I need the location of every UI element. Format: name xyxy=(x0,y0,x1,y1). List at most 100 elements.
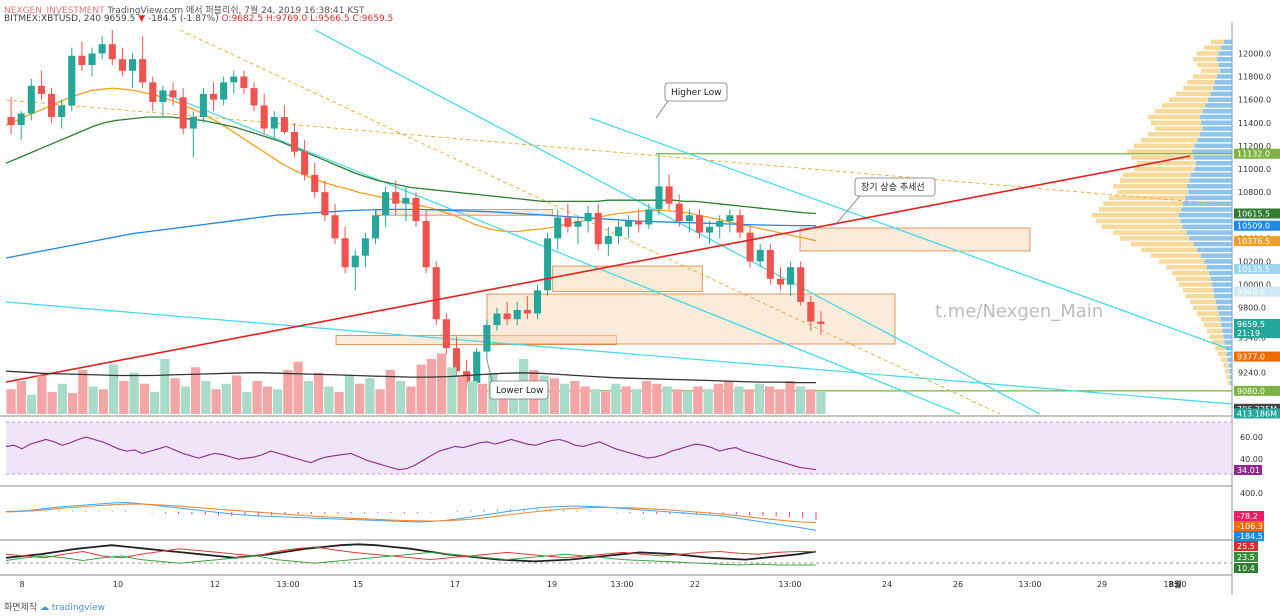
volume-bar xyxy=(232,375,242,414)
volume-profile-bar xyxy=(1150,120,1202,126)
volume-profile-bar xyxy=(1150,253,1202,258)
macd-line xyxy=(5,501,817,531)
volume-profile-bar xyxy=(1131,241,1194,247)
candle-body xyxy=(614,226,623,237)
price-label-badge xyxy=(1234,318,1280,329)
time-axis-tick: 29 xyxy=(1097,580,1107,589)
volume-profile-bar xyxy=(1192,305,1218,310)
volume-profile-bar xyxy=(1187,80,1215,85)
volume-bar xyxy=(765,386,775,414)
volume-bar xyxy=(180,386,190,414)
volume-profile-bar xyxy=(1220,316,1232,322)
volume-profile-bar xyxy=(1171,270,1210,276)
candle-body xyxy=(412,197,420,221)
volume-bar xyxy=(303,381,313,414)
volume-bar xyxy=(713,383,723,414)
volume-profile-bar xyxy=(1155,126,1203,131)
candle-body xyxy=(685,215,693,221)
candle-body xyxy=(209,93,218,100)
price-label-badge xyxy=(1234,208,1280,219)
time-axis-tick: 24 xyxy=(882,580,892,589)
price-label-badge xyxy=(1234,236,1280,247)
candle-body xyxy=(68,55,76,106)
candle-body xyxy=(716,221,724,227)
candle-body xyxy=(98,44,106,54)
long-term-trendline xyxy=(5,155,1191,383)
candle-body xyxy=(118,59,126,71)
volume-bar xyxy=(642,381,652,414)
watermark-text: t.me/Nexgen_Main xyxy=(935,301,1103,322)
volume-bar xyxy=(580,386,590,414)
time-axis-tick: 13:00 xyxy=(778,580,801,589)
volume-bar xyxy=(375,389,385,414)
adx-line xyxy=(5,543,817,563)
candle-body xyxy=(533,290,542,314)
symbol-name: BITMEX:XBTUSD, 240 xyxy=(4,14,101,24)
candle-body xyxy=(270,116,278,129)
volume-profile-bar xyxy=(1206,328,1223,334)
price-label-badge xyxy=(1234,385,1280,396)
volume-profile xyxy=(1092,39,1232,386)
volume-profile-bar xyxy=(1176,276,1211,282)
time-axis-tick: 13:00 xyxy=(610,580,633,589)
dmi-value-text: 10.4 xyxy=(1237,564,1255,573)
volume-profile-bar xyxy=(1193,155,1232,160)
volume-bar xyxy=(795,386,805,414)
candle-body xyxy=(776,278,784,285)
candle-body xyxy=(564,217,572,227)
volume-bar xyxy=(27,394,37,414)
candle-body xyxy=(290,132,299,152)
macd-value-text: -78.2 xyxy=(1237,512,1258,521)
channel-line xyxy=(159,91,961,415)
volume-bar xyxy=(150,392,160,414)
candle-body xyxy=(483,325,491,352)
volume-profile-bar xyxy=(1182,224,1232,230)
volume-bars xyxy=(6,353,826,414)
price-axis-tick: 9800.0 xyxy=(1238,304,1266,313)
candle-body xyxy=(655,186,663,210)
macd-badge xyxy=(1234,511,1264,521)
candle-body xyxy=(189,116,197,129)
volume-profile-bar xyxy=(1201,120,1232,126)
candle-body xyxy=(726,215,734,221)
ohlc-values: O:9682.5 H:9769.0 L:9566.5 C:9659.5 xyxy=(221,14,394,24)
volume-profile-bar xyxy=(1178,212,1232,218)
volume-profile-bar xyxy=(1227,380,1231,386)
volume-profile-bar xyxy=(1224,340,1232,345)
volume-bar xyxy=(385,370,395,414)
volume-profile-bar xyxy=(1214,80,1232,85)
volume-bar xyxy=(262,386,272,414)
candle-body xyxy=(88,53,96,65)
volume-bar xyxy=(734,386,744,414)
candles xyxy=(7,30,825,391)
candle-body xyxy=(665,186,673,204)
volume-bar xyxy=(242,392,252,414)
volume-profile-bar xyxy=(1189,236,1232,241)
volume-profile-bar xyxy=(1228,363,1232,368)
price-axis-tick: 11800.0 xyxy=(1238,73,1271,82)
volume-bar xyxy=(68,393,78,414)
volume-profile-bar xyxy=(1205,103,1232,108)
price-axis-tick: 10200.0 xyxy=(1238,257,1271,266)
volume-profile-bar xyxy=(1183,288,1214,293)
callout-pointer xyxy=(834,195,861,226)
demand-zone-box xyxy=(486,293,896,345)
volume-profile-bar xyxy=(1217,305,1232,310)
volume-profile-bar xyxy=(1218,51,1232,56)
candle-body xyxy=(746,232,754,262)
volume-bar xyxy=(37,375,47,414)
volume-profile-bar xyxy=(1201,316,1221,322)
candle-body xyxy=(27,85,35,114)
volume-profile-bar xyxy=(1200,114,1232,120)
macd-badge xyxy=(1234,521,1264,531)
candle-body xyxy=(787,267,795,285)
volume-profile-bar xyxy=(1108,195,1186,201)
candle-body xyxy=(341,238,349,268)
candle-body xyxy=(169,90,177,98)
time-axis-tick: 19 xyxy=(547,580,557,589)
volume-bar xyxy=(457,375,467,414)
candle-body xyxy=(797,267,805,302)
volume-profile-bar xyxy=(1201,253,1232,258)
volume-profile-bar xyxy=(1216,299,1232,305)
